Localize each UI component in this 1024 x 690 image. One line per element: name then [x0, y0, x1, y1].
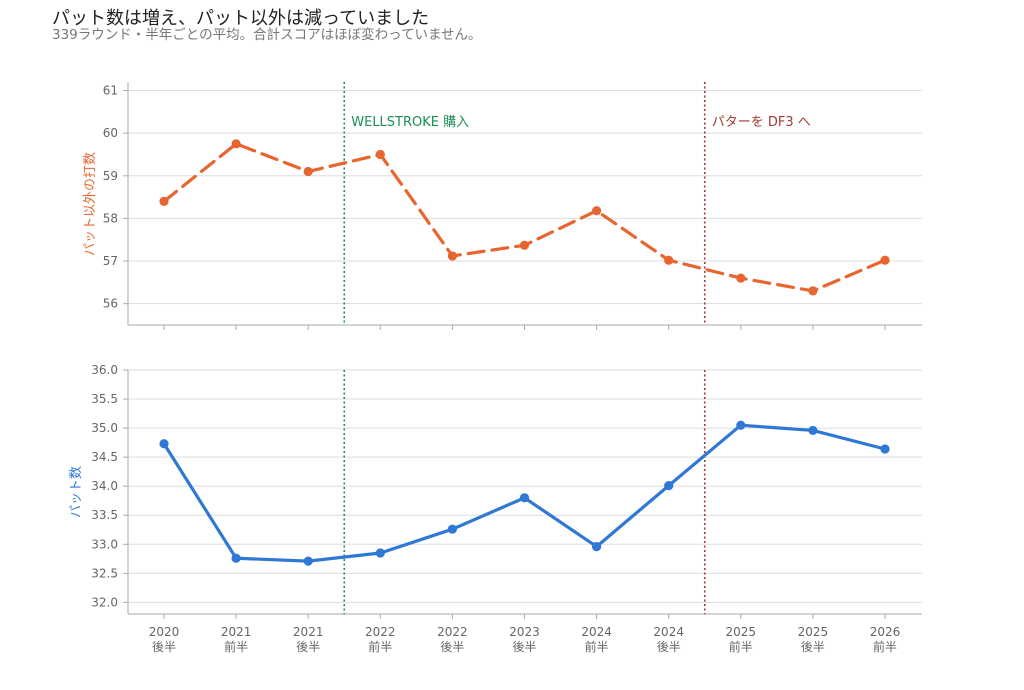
bottom-ytick-label: 32.0	[91, 595, 118, 609]
bottom-data-point	[231, 553, 241, 563]
bottom-data-point	[447, 524, 457, 534]
top-data-point	[736, 273, 746, 283]
top-series-line	[162, 142, 887, 293]
bottom-panel: 32.0 32.5 33.0 33.5 34.0 34.5 35.0 35.5 36.0 パット数	[69, 363, 922, 619]
bottom-ytick-label: 35.5	[91, 392, 118, 406]
top-data-point	[592, 206, 602, 216]
x-tick-label-year: 2026	[870, 625, 901, 639]
x-tick-label-half: 後半	[152, 640, 176, 654]
top-data-point	[303, 166, 313, 177]
df3-annotation: パターを DF3 へ	[712, 115, 811, 130]
bottom-data-point	[159, 439, 169, 449]
bottom-series-line	[162, 423, 887, 563]
x-tick-label-half: 後半	[801, 640, 825, 654]
bottom-ytick-label: 33.5	[91, 508, 118, 522]
top-ytick-label: 58	[103, 211, 118, 225]
top-ytick-label: 61	[103, 84, 118, 98]
top-data-point	[231, 139, 241, 149]
x-tick-label-year: 2024	[653, 625, 684, 639]
x-tick-label-year: 2020	[149, 625, 180, 639]
x-tick-label-half: 前半	[873, 639, 897, 654]
x-tick-label-year: 2025	[726, 625, 757, 639]
bottom-data-point	[736, 420, 746, 430]
top-ytick-label: 57	[103, 254, 118, 268]
top-y-axis-label: パット以外の打数	[83, 152, 98, 256]
top-ytick-label: 59	[103, 169, 118, 183]
top-ytick-label: 56	[103, 297, 118, 311]
wellstroke-annotation: WELLSTROKE 購入	[351, 115, 469, 130]
x-tick-label-year: 2024	[581, 625, 612, 639]
x-tick-label-half: 後半	[657, 640, 681, 654]
x-tick-label-year: 2021	[293, 625, 324, 639]
bottom-ytick-label: 32.5	[91, 566, 118, 580]
x-tick-label-year: 2022	[365, 625, 396, 639]
top-data-point	[519, 240, 530, 250]
x-tick-label-year: 2021	[221, 625, 252, 639]
top-data-point	[664, 255, 674, 265]
chart-subtitle: 339ラウンド・半年ごとの平均。合計スコアはほぼ変わっていません。	[52, 27, 482, 43]
bottom-y-axis-label: パット数	[69, 466, 84, 518]
x-tick-label-half: 前半	[729, 639, 753, 654]
x-tick-label-half: 後半	[440, 640, 464, 654]
bottom-data-point	[519, 493, 530, 503]
x-tick-label-year: 2025	[798, 625, 829, 639]
top-data-point	[880, 255, 890, 265]
x-tick-label-half: 前半	[585, 639, 609, 654]
x-tick-label-year: 2022	[437, 625, 468, 639]
top-panel: 56 57 58 59 60 61 WELLSTROKE 購入 パターを DF3 へパット以外…	[83, 82, 922, 330]
bottom-data-point	[880, 444, 890, 454]
bottom-data-point	[375, 548, 385, 558]
x-tick-label-half: 前半	[368, 639, 392, 654]
bottom-data-point	[303, 556, 313, 566]
bottom-ytick-label: 34.0	[91, 479, 118, 493]
x-tick-label-half: 後半	[296, 640, 320, 654]
top-ytick-label: 60	[103, 126, 118, 140]
top-data-point	[159, 196, 169, 206]
bottom-data-point	[664, 481, 674, 491]
chart-title: パット数は増え、パット以外は減っていました	[52, 8, 430, 29]
bottom-ytick-label: 34.5	[91, 450, 118, 464]
bottom-data-point	[808, 425, 818, 436]
top-data-point	[375, 149, 385, 160]
bottom-data-point	[592, 542, 602, 552]
top-data-point	[447, 251, 457, 261]
top-data-point	[808, 286, 818, 296]
x-tick-label-half: 前半	[224, 639, 248, 654]
bottom-ytick-label: 33.0	[91, 537, 118, 551]
x-tick-label-year: 2023	[509, 625, 540, 639]
bottom-ytick-label: 36.0	[91, 363, 118, 377]
x-tick-label-half: 後半	[512, 640, 536, 654]
bottom-ytick-label: 35.0	[91, 421, 118, 435]
